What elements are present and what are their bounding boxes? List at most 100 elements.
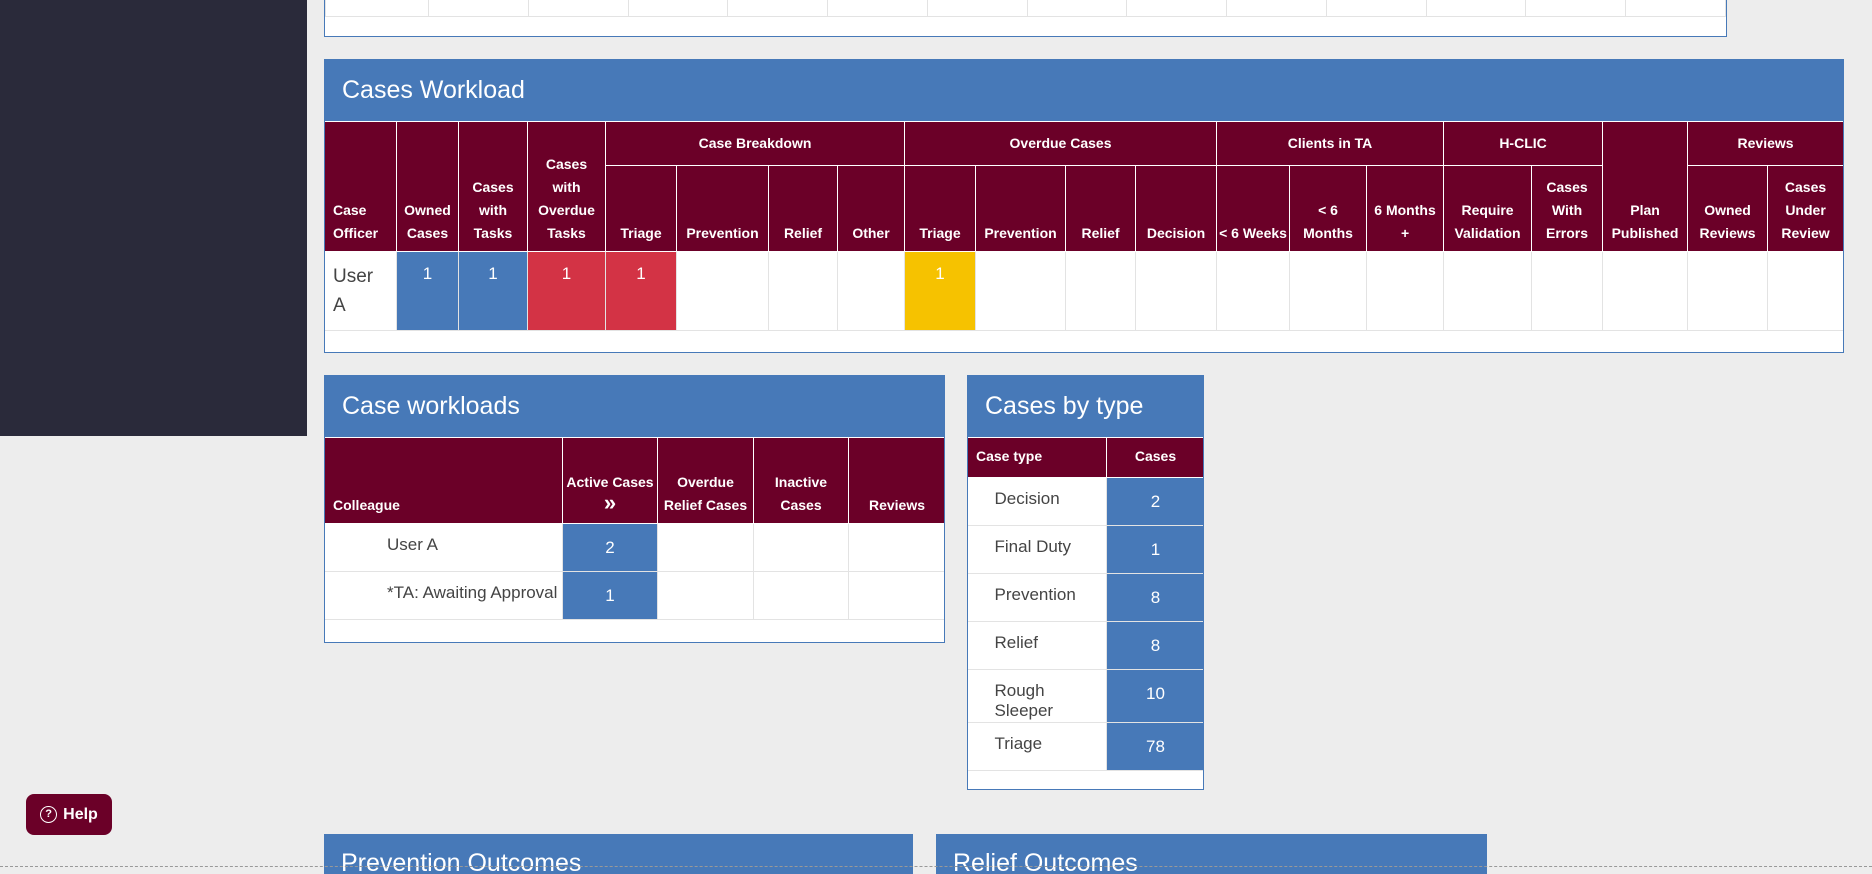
case-workloads-title: Case workloads: [325, 376, 944, 437]
case-type-count[interactable]: 1: [1106, 525, 1203, 574]
col-owned-cases: Owned Cases: [396, 121, 459, 252]
case-type-name: Final Duty: [968, 525, 1107, 574]
cases-workload-table: Case Officer Owned Cases Cases with Task…: [325, 121, 1843, 331]
col-require-validation: Require Validation: [1443, 165, 1533, 252]
cb-triage-cell[interactable]: 1: [605, 251, 677, 331]
case-workloads-table: Colleague Active Cases » Overdue Relief …: [325, 437, 944, 620]
case-type-count[interactable]: 8: [1106, 621, 1203, 670]
table-row: *TA: Awaiting Approval 1: [325, 571, 944, 620]
col-cases-with-errors: Cases With Errors: [1531, 165, 1604, 252]
ta-6-weeks-cell: [1216, 251, 1291, 331]
inactive-cases-cell: [753, 523, 849, 572]
require-validation-cell: [1443, 251, 1533, 331]
group-reviews: Reviews: [1687, 121, 1843, 166]
col-cases: Cases: [1106, 437, 1203, 478]
question-circle-icon: ?: [40, 806, 58, 823]
col-od-relief: Relief: [1065, 165, 1137, 252]
prevention-outcomes-panel: Prevention Outcomes: [324, 834, 913, 874]
cases-with-tasks-cell[interactable]: 1: [458, 251, 528, 331]
cases-workload-panel: Cases Workload Case Officer Owned Cases …: [324, 59, 1844, 353]
relief-outcomes-panel: Relief Outcomes: [936, 834, 1487, 874]
active-cases-cell[interactable]: 1: [562, 571, 658, 620]
previous-panel: [324, 0, 1727, 37]
case-type-name: Prevention: [968, 573, 1107, 622]
previous-table: [325, 0, 1726, 17]
overdue-relief-cell: [657, 571, 754, 620]
col-owned-reviews: Owned Reviews: [1687, 165, 1769, 252]
active-cases-cell[interactable]: 2: [562, 523, 658, 572]
col-ta-6-months: < 6 Months: [1289, 165, 1368, 252]
cases-under-review-cell: [1767, 251, 1843, 331]
case-type-name: Decision: [968, 477, 1107, 526]
group-hclic: H-CLIC: [1443, 121, 1604, 166]
group-clients-in-ta: Clients in TA: [1216, 121, 1445, 166]
relief-outcomes-title: Relief Outcomes: [936, 834, 1487, 874]
group-overdue-cases: Overdue Cases: [904, 121, 1218, 166]
table-row: Relief 8: [968, 621, 1203, 670]
colleague-name: User A: [325, 523, 563, 572]
sidebar: [0, 0, 307, 436]
od-triage-cell[interactable]: 1: [904, 251, 977, 331]
col-cb-other: Other: [836, 165, 906, 252]
cb-other-cell: [836, 251, 906, 331]
cases-with-errors-cell: [1531, 251, 1604, 331]
table-row: Prevention 8: [968, 573, 1203, 622]
ta-6-months-plus-cell: [1366, 251, 1445, 331]
col-case-officer: Case Officer: [325, 121, 397, 252]
help-button[interactable]: ? Help: [26, 794, 112, 835]
col-cb-relief: Relief: [768, 165, 838, 252]
case-type-name: Relief: [968, 621, 1107, 670]
case-type-count[interactable]: 10: [1106, 669, 1203, 723]
col-cases-with-overdue-tasks: Cases with Overdue Tasks: [527, 121, 606, 252]
case-type-name: Rough Sleeper: [968, 669, 1107, 723]
col-active-cases[interactable]: Active Cases »: [562, 437, 658, 524]
owned-reviews-cell: [1687, 251, 1769, 331]
cases-workload-title: Cases Workload: [325, 60, 1843, 121]
case-type-name: Triage: [968, 722, 1107, 771]
col-od-prevention: Prevention: [975, 165, 1067, 252]
col-cases-with-tasks: Cases with Tasks: [458, 121, 528, 252]
colleague-name: *TA: Awaiting Approval: [325, 571, 563, 620]
plan-published-cell: [1602, 251, 1689, 331]
col-cases-under-review: Cases Under Review: [1767, 165, 1843, 252]
col-ta-6-months-plus: 6 Months +: [1366, 165, 1445, 252]
od-decision-cell: [1135, 251, 1218, 331]
group-case-breakdown: Case Breakdown: [604, 121, 906, 166]
owned-cases-cell[interactable]: 1: [396, 251, 459, 331]
col-cb-prevention: Prevention: [676, 165, 769, 252]
reviews-cell: [848, 523, 944, 572]
table-row: Rough Sleeper 10: [968, 669, 1203, 723]
help-label: Help: [63, 805, 98, 823]
col-od-triage: Triage: [904, 165, 977, 252]
col-plan-published: Plan Published: [1602, 121, 1689, 252]
cases-with-overdue-tasks-cell[interactable]: 1: [527, 251, 606, 331]
inactive-cases-cell: [753, 571, 849, 620]
col-colleague: Colleague: [325, 437, 563, 524]
col-case-type: Case type: [968, 437, 1107, 478]
reviews-cell: [848, 571, 944, 620]
chevron-double-right-icon[interactable]: »: [603, 490, 617, 515]
cases-by-type-panel: Cases by type Case type Cases Decision 2…: [967, 375, 1204, 790]
overdue-relief-cell: [657, 523, 754, 572]
col-overdue-relief: Overdue Relief Cases: [657, 437, 754, 524]
cb-prevention-cell: [676, 251, 769, 331]
case-type-count[interactable]: 78: [1106, 722, 1203, 771]
cases-by-type-table: Case type Cases Decision 2 Final Duty 1 …: [968, 437, 1203, 771]
table-row: Decision 2: [968, 477, 1203, 526]
table-row: User A 1 1 1 1 1: [325, 251, 1843, 331]
case-officer-name: User A: [325, 251, 397, 331]
page-divider: [0, 866, 1872, 867]
ta-6-months-cell: [1289, 251, 1368, 331]
col-inactive-cases: Inactive Cases: [753, 437, 849, 524]
col-cb-triage: Triage: [605, 165, 677, 252]
cb-relief-cell: [768, 251, 838, 331]
case-type-count[interactable]: 8: [1106, 573, 1203, 622]
table-row: Triage 78: [968, 722, 1203, 771]
table-row: Final Duty 1: [968, 525, 1203, 574]
col-reviews: Reviews: [848, 437, 944, 524]
table-row: User A 2: [325, 523, 944, 572]
col-od-decision: Decision: [1135, 165, 1218, 252]
cases-by-type-title: Cases by type: [968, 376, 1203, 437]
prevention-outcomes-title: Prevention Outcomes: [324, 834, 913, 874]
case-type-count[interactable]: 2: [1106, 477, 1203, 526]
